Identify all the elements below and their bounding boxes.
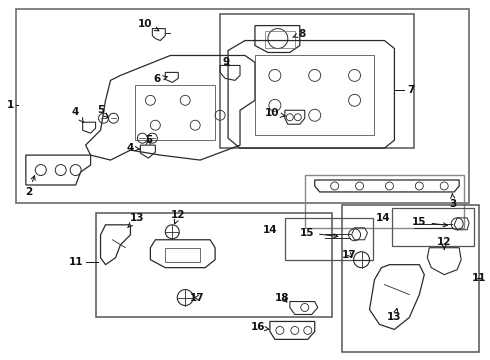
- Text: 15: 15: [412, 217, 447, 227]
- Bar: [392, 208, 474, 246]
- Text: 4: 4: [127, 143, 140, 153]
- Text: 12: 12: [171, 210, 186, 224]
- Text: 4: 4: [72, 107, 83, 122]
- Bar: [342, 205, 479, 352]
- Text: 5: 5: [145, 135, 152, 145]
- Text: 11: 11: [471, 273, 486, 283]
- Text: 7: 7: [407, 85, 415, 95]
- Text: 11: 11: [69, 257, 84, 267]
- Text: 2: 2: [25, 176, 35, 197]
- Text: 10: 10: [265, 108, 285, 118]
- Text: 14: 14: [263, 225, 277, 235]
- Text: 5: 5: [97, 105, 108, 117]
- Text: 1: 1: [7, 100, 14, 110]
- Text: 10: 10: [138, 19, 159, 31]
- Text: 6: 6: [154, 75, 167, 84]
- Text: 8: 8: [293, 28, 305, 39]
- Text: 15: 15: [299, 228, 338, 238]
- Bar: [16, 9, 469, 203]
- Text: 12: 12: [437, 237, 451, 249]
- Text: 17: 17: [190, 293, 204, 302]
- Text: 9: 9: [222, 58, 230, 67]
- Bar: [305, 175, 464, 228]
- Bar: [285, 218, 372, 260]
- Text: 14: 14: [376, 213, 391, 223]
- Text: 13: 13: [387, 309, 402, 323]
- Text: 13: 13: [128, 213, 145, 228]
- Bar: [220, 14, 415, 148]
- Text: 17: 17: [343, 250, 357, 260]
- Bar: [96, 213, 332, 318]
- Text: 3: 3: [449, 193, 457, 209]
- Text: 18: 18: [274, 293, 289, 302]
- Text: 16: 16: [251, 323, 269, 332]
